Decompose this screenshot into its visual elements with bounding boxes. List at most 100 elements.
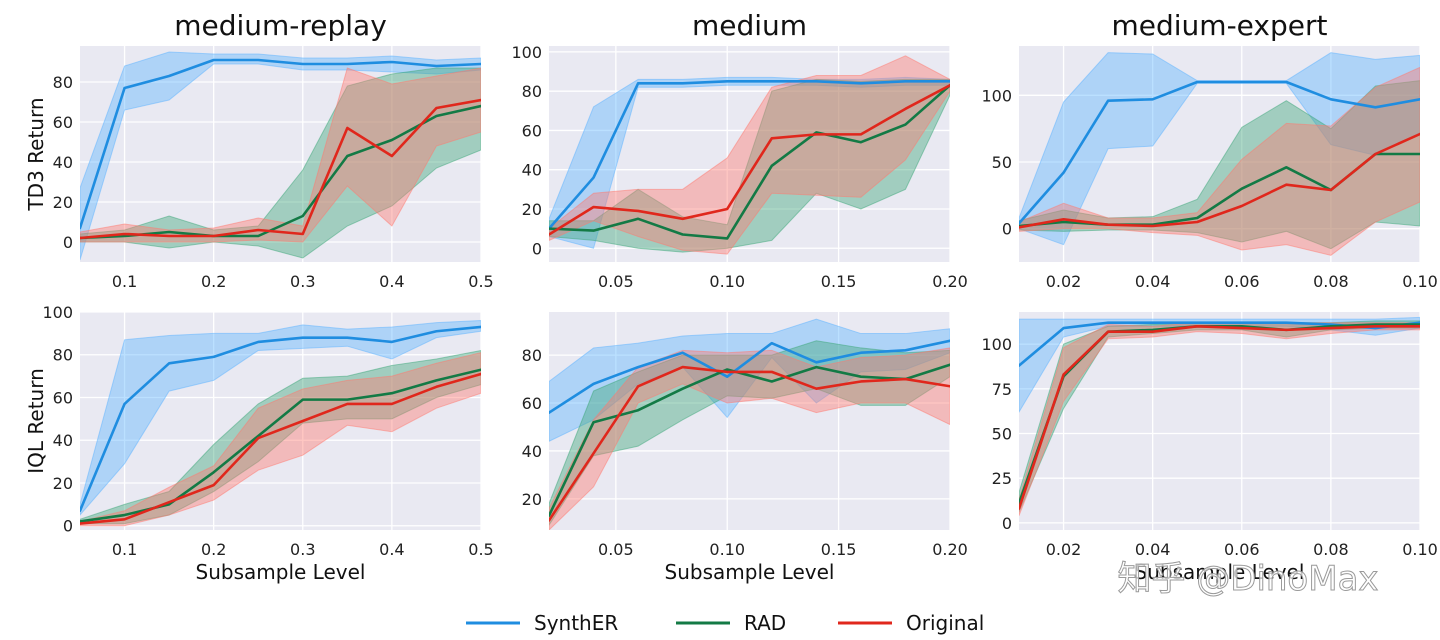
y-tick-label: 50: [992, 425, 1012, 444]
series-line-synther: [549, 339, 950, 414]
x-tick-label: 0.08: [1313, 272, 1349, 291]
series-line-original: [1019, 324, 1420, 510]
x-tick-label: 0.15: [821, 540, 857, 559]
x-tick-label: 0.10: [709, 540, 745, 559]
series-line-original: [80, 372, 481, 525]
y-tick-label: 0: [1002, 220, 1012, 239]
series-line-rad: [549, 83, 950, 240]
panel-4: 0 20 40 60 80 100 0.1 0.2 0.3 0.4 0.5 IQL Return Sub…: [24, 303, 494, 584]
confidence-band-rad: [549, 78, 950, 253]
confidence-band-original: [549, 55, 950, 255]
x-tick-label: 0.10: [1402, 540, 1438, 559]
x-tick-label: 0.5: [468, 272, 493, 291]
y-tick-label: 80: [522, 82, 542, 101]
y-tick-label: 0: [63, 233, 73, 252]
x-tick-label: 0.10: [1402, 272, 1438, 291]
x-tick-label: 0.02: [1046, 272, 1082, 291]
confidence-band-rad: [80, 67, 481, 259]
y-tick-label: 40: [522, 442, 542, 461]
series-line-synther: [80, 58, 481, 230]
y-tick-label: 60: [522, 394, 542, 413]
panel-3: 0 50 100 0.02 0.04 0.06 0.08 0.10 medium-expert: [981, 9, 1437, 291]
legend-label-rad: RAD: [744, 611, 786, 635]
x-axis-label: Subsample Level: [665, 560, 835, 584]
plot-area: [80, 320, 481, 527]
y-tick-label: 100: [42, 303, 73, 322]
panel-title: medium-replay: [174, 9, 387, 42]
confidence-band-original: [1019, 66, 1420, 256]
y-tick-label: 0: [63, 517, 73, 536]
x-tick-label: 0.3: [290, 272, 315, 291]
confidence-band-original: [549, 347, 950, 530]
y-tick-label: 20: [522, 490, 542, 509]
y-tick-label: 40: [522, 161, 542, 180]
series-line-original: [549, 365, 950, 522]
y-tick-label: 20: [522, 200, 542, 219]
x-tick-label: 0.3: [290, 540, 315, 559]
x-tick-label: 0.15: [821, 272, 857, 291]
confidence-band-synther: [80, 51, 481, 261]
x-tick-label: 0.2: [201, 540, 226, 559]
x-tick-label: 0.5: [468, 540, 493, 559]
x-axis-label: Subsample Level: [196, 560, 366, 584]
x-tick-label: 0.20: [932, 272, 968, 291]
y-axis-label: IQL Return: [24, 368, 48, 474]
confidence-band-rad: [549, 340, 950, 527]
y-tick-label: 60: [522, 121, 542, 140]
watermark: 知乎 @DinoMax: [1117, 559, 1378, 599]
x-tick-label: 0.4: [379, 540, 404, 559]
x-tick-label: 0.2: [201, 272, 226, 291]
x-tick-label: 0.06: [1224, 540, 1260, 559]
x-tick-label: 0.04: [1135, 272, 1171, 291]
x-tick-label: 0.04: [1135, 540, 1171, 559]
series-line-original: [1019, 132, 1420, 229]
y-tick-label: 25: [992, 469, 1012, 488]
legend-label-original: Original: [906, 611, 984, 635]
series-line-synther: [80, 325, 481, 513]
y-tick-label: 100: [981, 86, 1012, 105]
confidence-band-original: [1019, 322, 1420, 516]
plot-area: [549, 318, 950, 530]
y-tick-label: 100: [981, 335, 1012, 354]
x-tick-label: 0.4: [379, 272, 404, 291]
panel-5: 20 40 60 80 0.05 0.10 0.15 0.20 Subsample Level: [522, 312, 968, 584]
y-tick-label: 50: [992, 153, 1012, 172]
panel-2: 0 20 40 60 80 100 0.05 0.10 0.15 0.20 medium: [511, 9, 967, 291]
panel-title: medium-expert: [1112, 9, 1328, 42]
x-tick-label: 0.20: [932, 540, 968, 559]
plot-area: [1019, 52, 1420, 256]
panel-title: medium: [692, 9, 807, 42]
y-tick-label: 0: [1002, 514, 1012, 533]
legend: SynthER RAD Original: [466, 611, 984, 635]
panel-6: 0 25 50 75 100 0.02 0.04 0.06 0.08 0.10 Subsample …: [981, 312, 1438, 584]
plot-area: [80, 51, 481, 261]
y-tick-label: 75: [992, 380, 1012, 399]
series-line-rad: [549, 363, 950, 517]
x-tick-label: 0.05: [598, 540, 634, 559]
x-tick-label: 0.06: [1224, 272, 1260, 291]
y-axis-label: TD3 Return: [24, 97, 48, 211]
panel-1: 0 20 40 60 80 0.1 0.2 0.3 0.4 0.5 medium-replay TD3…: [24, 9, 494, 291]
confidence-band-synther: [549, 318, 950, 442]
x-tick-label: 0.05: [598, 272, 634, 291]
series-line-original: [80, 98, 481, 240]
y-tick-label: 100: [511, 43, 542, 62]
plot-area: [1019, 316, 1420, 516]
series-line-original: [549, 83, 950, 236]
y-tick-label: 60: [53, 113, 73, 132]
x-tick-label: 0.08: [1313, 540, 1349, 559]
series-line-synther: [549, 80, 950, 230]
y-tick-label: 20: [53, 474, 73, 493]
y-tick-label: 0: [532, 239, 542, 258]
panel-background: [1019, 312, 1420, 530]
x-axis-label: Subsample Level: [1135, 560, 1305, 584]
y-tick-label: 60: [53, 388, 73, 407]
x-tick-label: 0.02: [1046, 540, 1082, 559]
confidence-band-original: [80, 67, 481, 243]
y-tick-label: 40: [53, 153, 73, 172]
x-tick-label: 0.1: [112, 540, 137, 559]
y-tick-label: 80: [53, 346, 73, 365]
legend-label-synther: SynthER: [534, 611, 618, 635]
x-tick-label: 0.10: [709, 272, 745, 291]
